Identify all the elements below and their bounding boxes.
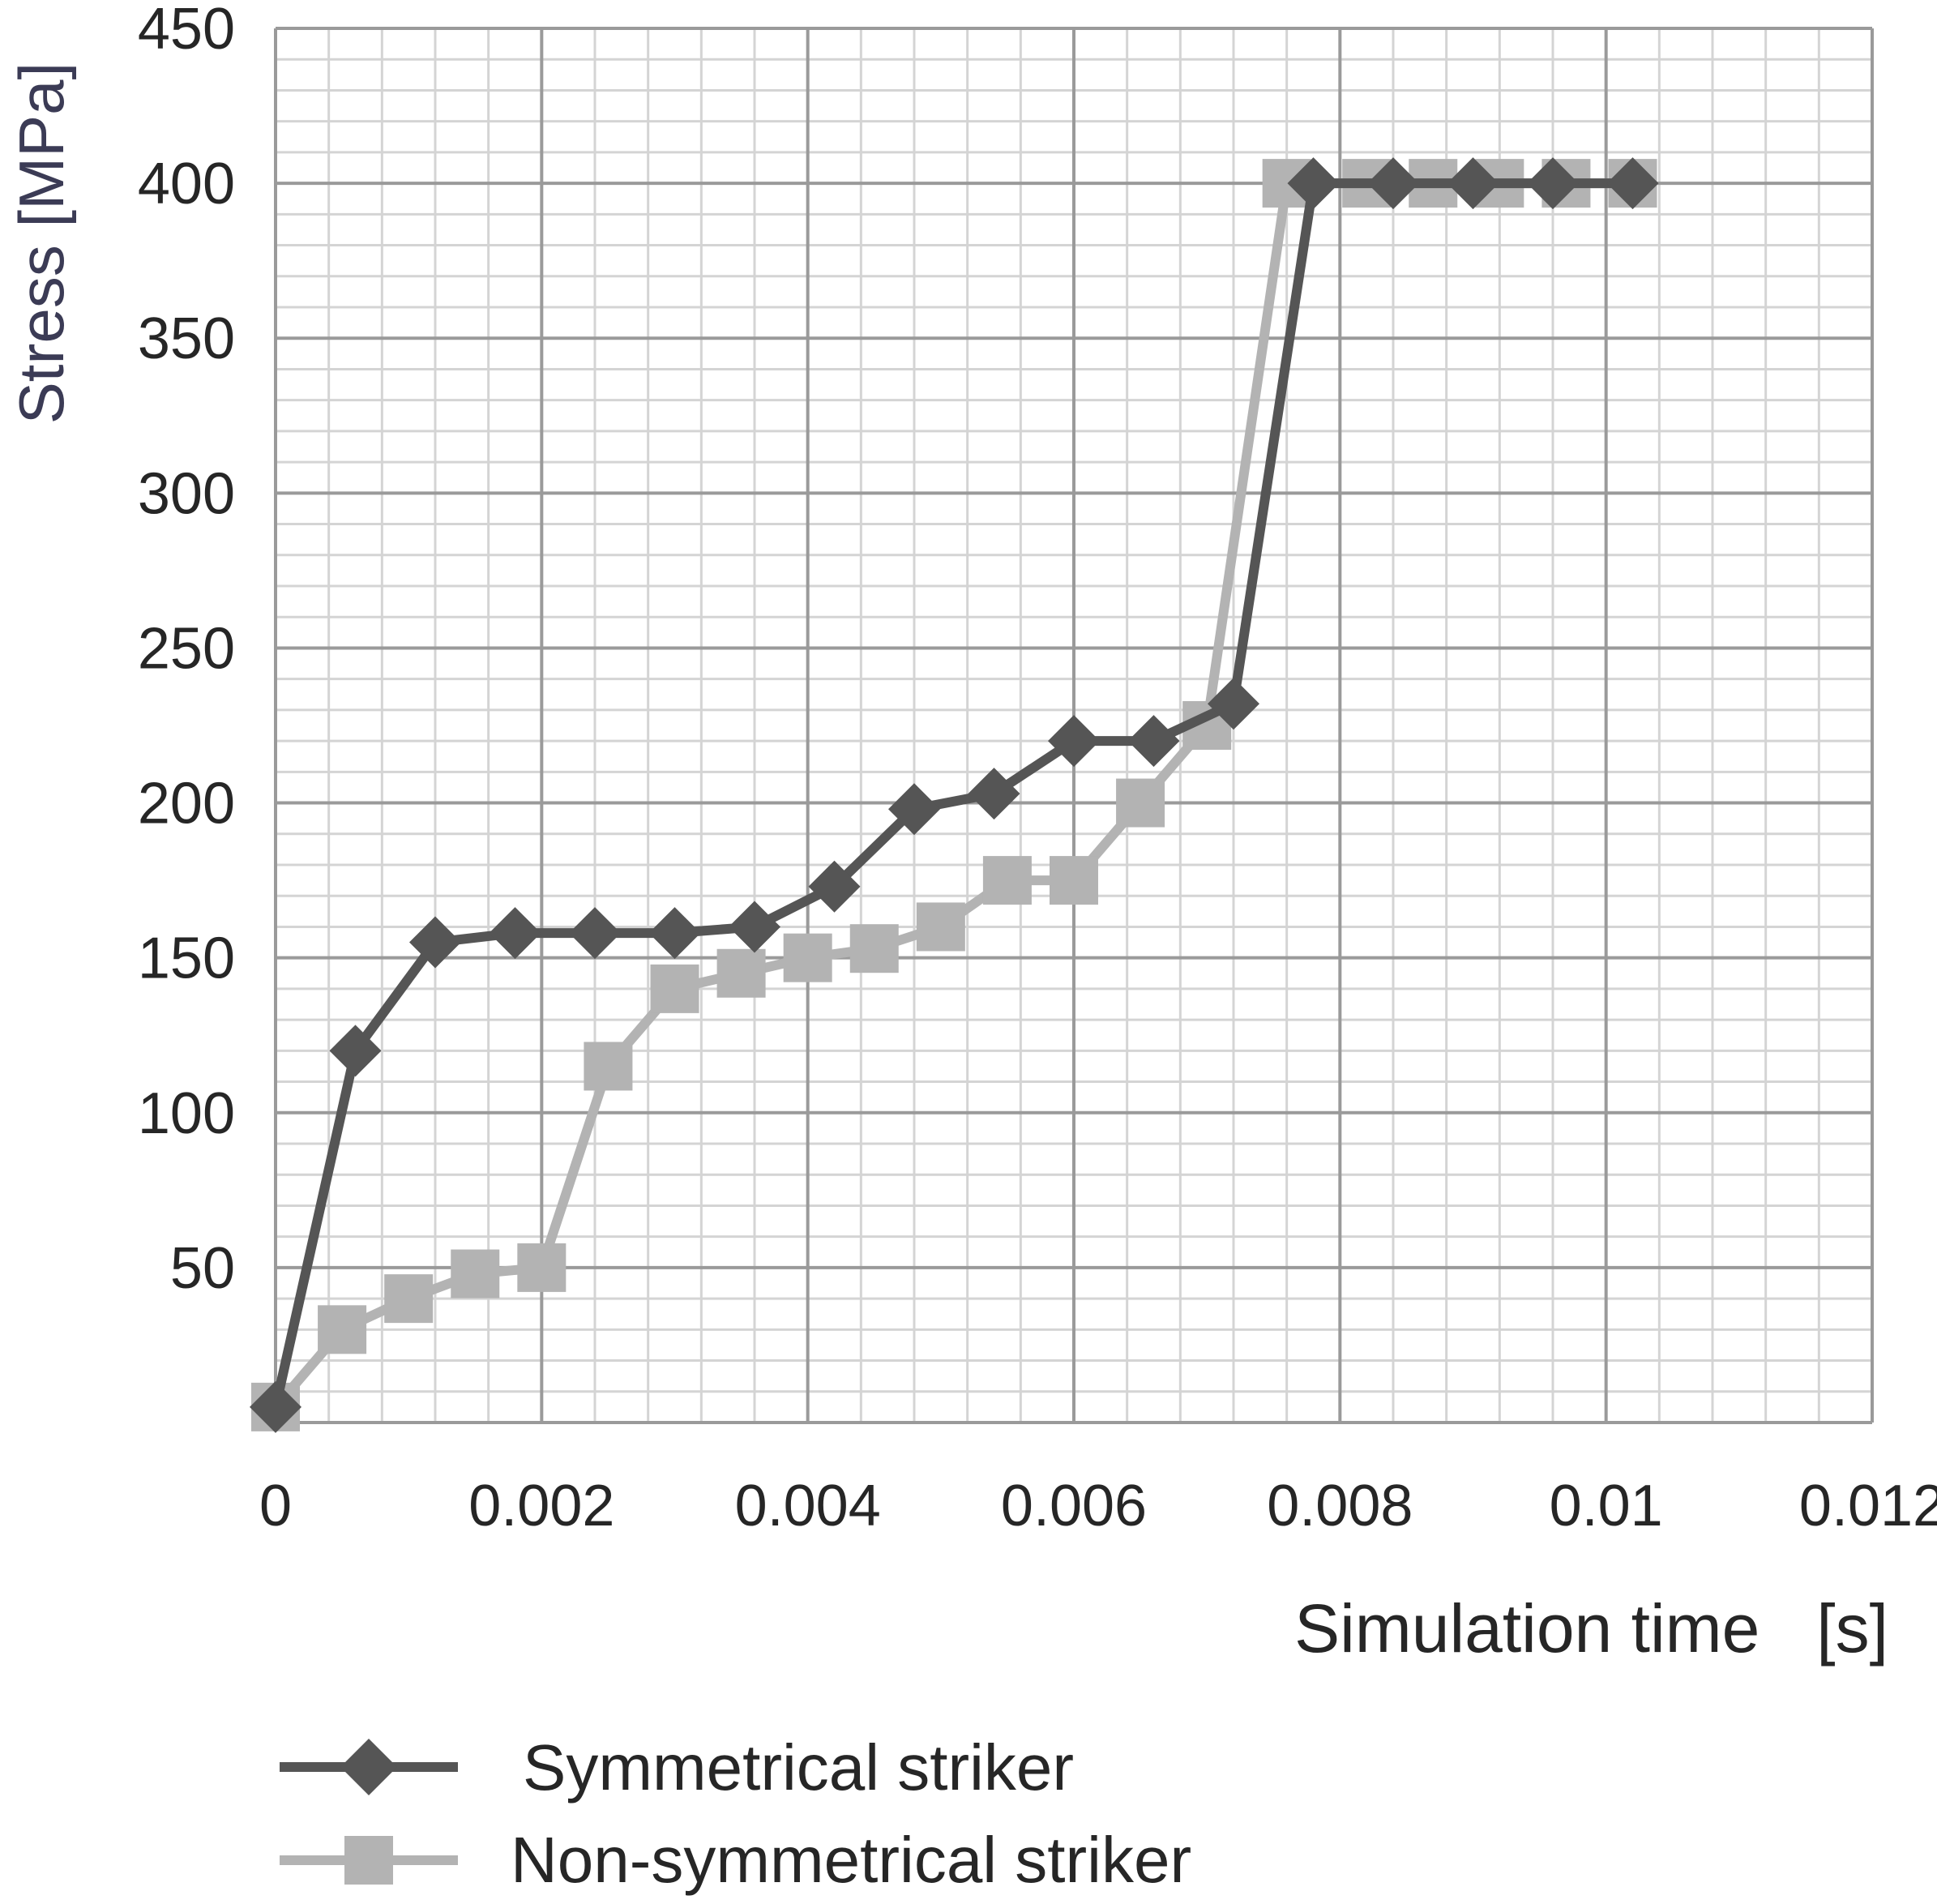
y-tick-label: 300 (138, 461, 235, 526)
y-tick-label: 200 (138, 772, 235, 836)
legend-item-symmetrical: Symmetrical striker (280, 1731, 1074, 1803)
series-symmetrical (250, 157, 1659, 1433)
data-point-square (584, 1042, 633, 1091)
x-axis-title: Simulation time [s] (1294, 1590, 1888, 1667)
grid-major (274, 27, 1874, 1424)
x-tick-label: 0.002 (468, 1474, 614, 1538)
data-point-square (716, 948, 766, 998)
data-point-square (1116, 778, 1165, 828)
legend-marker-symmetrical (340, 1739, 397, 1795)
data-point-diamond (968, 768, 1020, 820)
y-axis-title: Stress [MPa] (6, 62, 77, 424)
x-tick-label: 0.008 (1267, 1474, 1413, 1538)
data-point-diamond (329, 1025, 382, 1077)
data-point-square (384, 1274, 434, 1324)
data-point-diamond (1208, 678, 1259, 730)
y-tick-label: 450 (138, 0, 235, 62)
data-point-diamond (1447, 157, 1499, 210)
data-point-square (451, 1249, 500, 1299)
y-tick-label: 100 (138, 1081, 235, 1146)
data-point-diamond (1127, 715, 1180, 768)
x-tick-label: 0.01 (1550, 1474, 1663, 1538)
data-point-square (916, 902, 965, 952)
data-point-diamond (729, 901, 780, 953)
legend-item-non-symmetrical: Non-symmetrical striker (280, 1824, 1191, 1896)
data-point-diamond (648, 907, 701, 960)
data-point-diamond (409, 916, 461, 969)
data-point-square (650, 964, 699, 1013)
data-point-diamond (489, 907, 541, 960)
data-point-diamond (808, 860, 861, 913)
y-tick-label: 50 (170, 1236, 235, 1301)
data-point-diamond (1527, 157, 1579, 210)
y-axis-ticks: 50 100 150 200 250 300 350 400 450 (138, 0, 235, 1301)
x-axis-ticks: 0 0.002 0.004 0.006 0.008 0.01 0.012 (259, 1474, 1937, 1538)
data-point-diamond (1606, 157, 1659, 210)
data-point-square (849, 924, 899, 973)
data-point-square (982, 856, 1032, 905)
data-point-square (517, 1243, 567, 1292)
legend-marker-non-symmetrical (344, 1836, 393, 1885)
data-point-diamond (888, 783, 940, 836)
series-layer (250, 157, 1659, 1433)
data-point-diamond (1287, 157, 1340, 210)
x-tick-label: 0.006 (1001, 1474, 1147, 1538)
legend-label-symmetrical: Symmetrical striker (523, 1731, 1074, 1803)
y-tick-label: 350 (138, 306, 235, 371)
legend-label-non-symmetrical: Non-symmetrical striker (511, 1824, 1191, 1896)
x-tick-label: 0 (259, 1474, 292, 1538)
x-tick-label: 0.012 (1799, 1474, 1937, 1538)
data-point-diamond (1367, 157, 1419, 210)
data-point-diamond (569, 907, 621, 960)
data-point-square (783, 933, 832, 982)
y-tick-label: 250 (138, 616, 235, 681)
y-tick-label: 150 (138, 926, 235, 991)
data-point-square (318, 1305, 367, 1354)
y-tick-label: 400 (138, 152, 235, 216)
legend: Symmetrical striker Non-symmetrical stri… (280, 1731, 1191, 1896)
x-tick-label: 0.004 (735, 1474, 881, 1538)
data-point-diamond (250, 1380, 301, 1433)
data-point-square (1050, 856, 1098, 905)
data-point-diamond (1048, 715, 1100, 768)
